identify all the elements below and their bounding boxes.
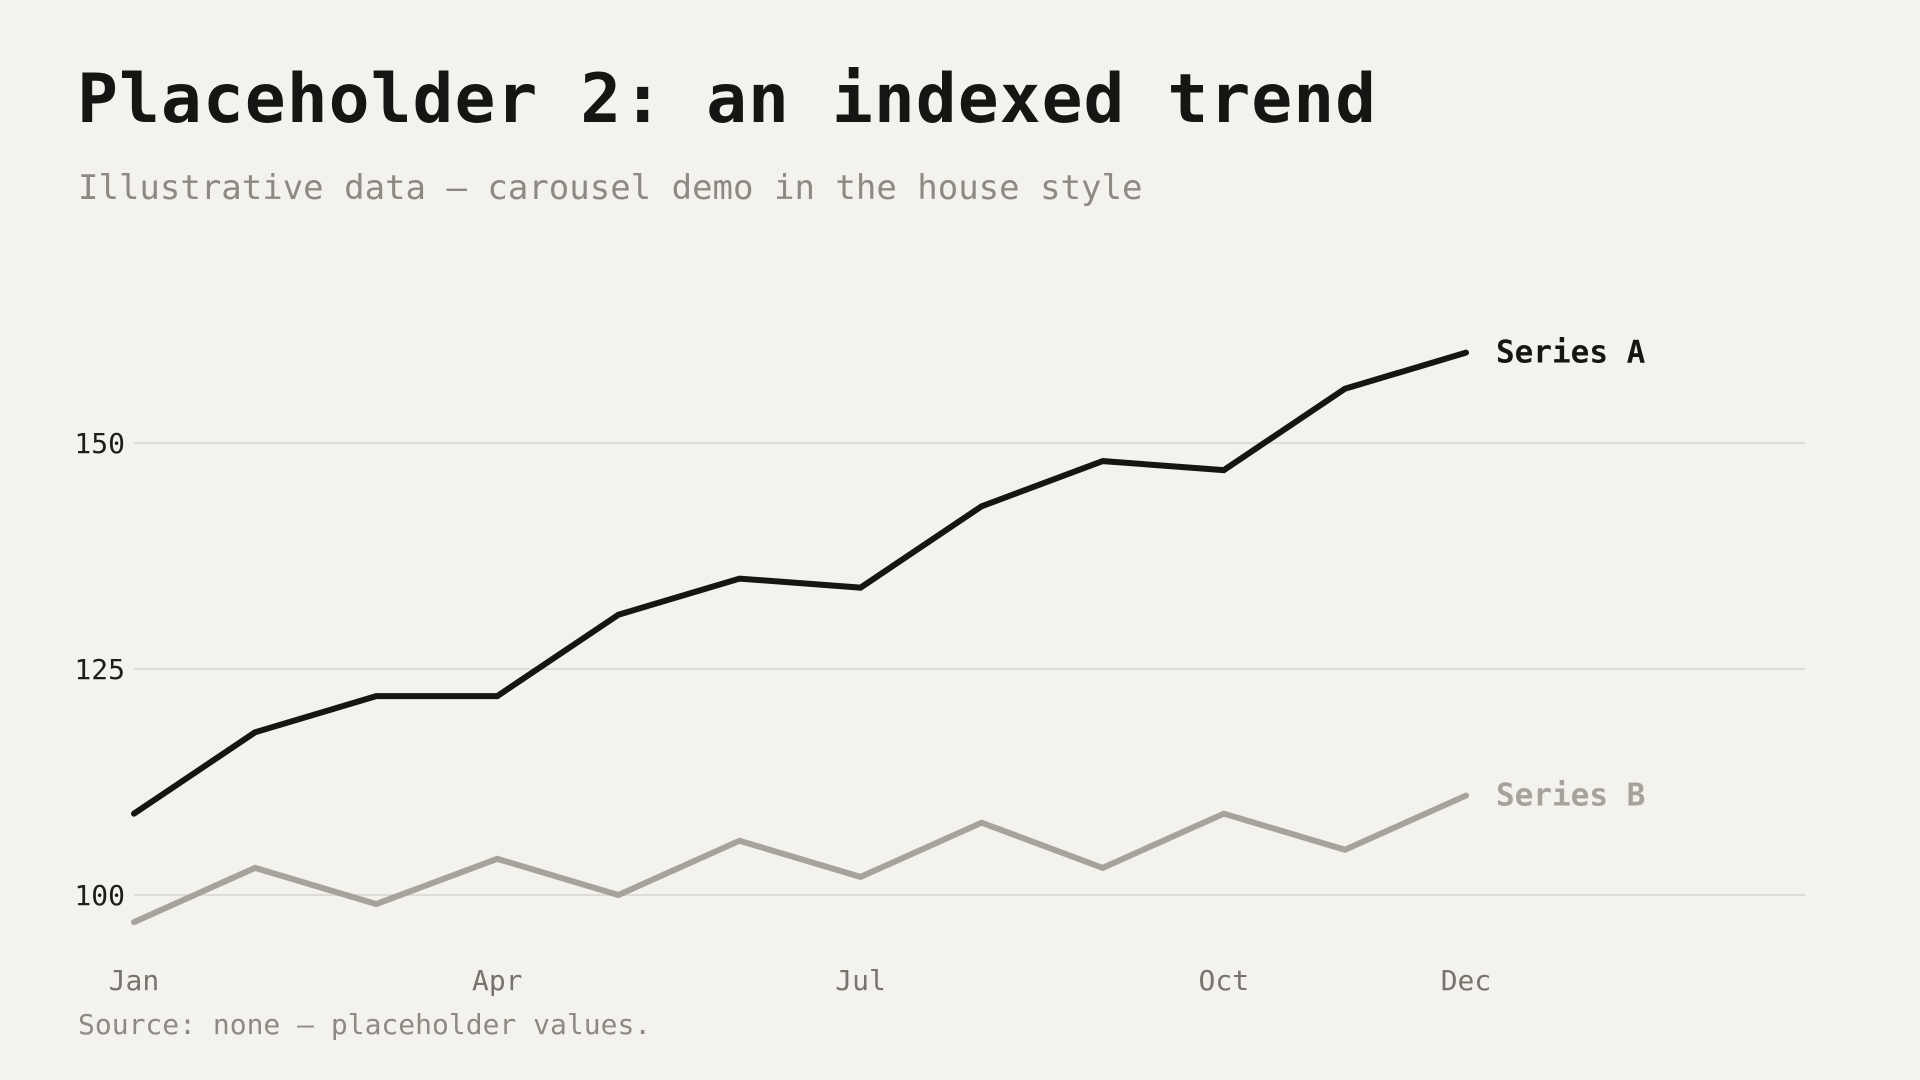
y-tick-label: 100 [74, 879, 125, 912]
chart-subtitle: Illustrative data — carousel demo in the… [78, 168, 1143, 208]
chart-title: Placeholder 2: an indexed trend [77, 60, 1378, 139]
y-tick-label: 125 [74, 653, 125, 686]
gridlines [134, 442, 1805, 896]
source-note: Source: none — placeholder values. [78, 1008, 652, 1041]
series-lines [131, 349, 1469, 926]
x-tick-label: Apr [472, 964, 523, 997]
series-labels: Series B Series A [1496, 335, 1646, 814]
series-line-series-b [131, 792, 1469, 926]
x-tick-label: Jan [109, 964, 160, 997]
y-axis-ticks: 100 125 150 [74, 427, 125, 912]
x-axis-ticks: Jan Apr Jul Oct Dec [109, 964, 1492, 997]
series-line-series-a [131, 349, 1469, 817]
y-tick-label: 150 [74, 427, 125, 460]
series-label-series-a: Series A [1496, 335, 1646, 371]
x-tick-label: Jul [835, 964, 886, 997]
series-label-series-b: Series B [1496, 778, 1645, 814]
x-tick-label: Dec [1441, 964, 1492, 997]
x-tick-label: Oct [1199, 964, 1250, 997]
